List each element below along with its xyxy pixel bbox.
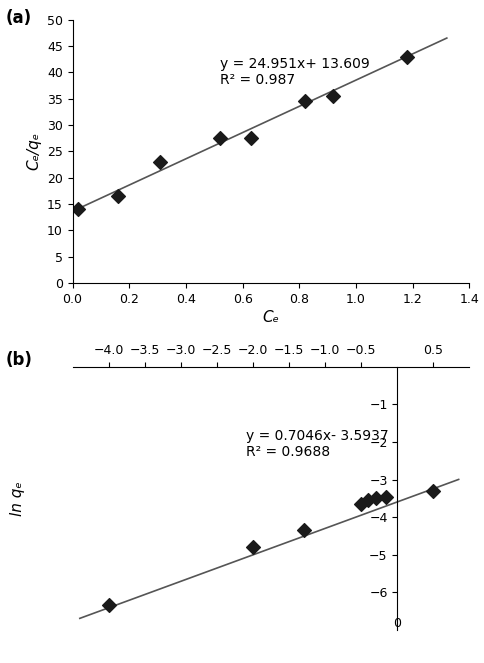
Y-axis label: Cₑ/qₑ: Cₑ/qₑ — [26, 133, 41, 170]
Point — [157, 156, 165, 167]
Text: (a): (a) — [5, 9, 31, 27]
Point — [249, 542, 257, 552]
Point — [301, 96, 309, 107]
Text: y = 0.7046x- 3.5937
R² = 0.9688: y = 0.7046x- 3.5937 R² = 0.9688 — [246, 429, 388, 459]
Text: (b): (b) — [5, 351, 32, 369]
Point — [216, 133, 224, 143]
Point — [403, 52, 411, 62]
Point — [300, 525, 307, 536]
Y-axis label: ln qₑ: ln qₑ — [10, 481, 25, 516]
Point — [364, 495, 372, 506]
Point — [357, 499, 365, 509]
Point — [75, 204, 82, 215]
Point — [429, 485, 437, 496]
Point — [114, 191, 122, 202]
Point — [383, 491, 391, 502]
Point — [372, 493, 379, 504]
Text: 0: 0 — [393, 617, 401, 630]
Point — [330, 91, 337, 101]
Point — [105, 600, 113, 611]
Point — [247, 133, 255, 143]
X-axis label: Cₑ: Cₑ — [262, 310, 280, 325]
Text: y = 24.951x+ 13.609
R² = 0.987: y = 24.951x+ 13.609 R² = 0.987 — [220, 57, 370, 87]
